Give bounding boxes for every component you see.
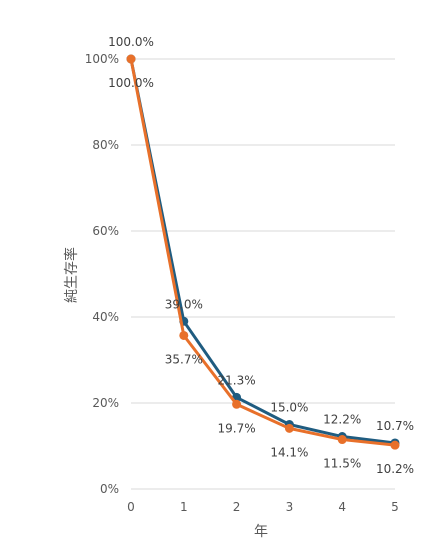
x-tick-label: 4 bbox=[338, 500, 346, 514]
data-label: 15.0% bbox=[270, 401, 308, 415]
data-point bbox=[337, 435, 347, 445]
data-label: 11.5% bbox=[323, 457, 361, 471]
x-tick-label: 1 bbox=[180, 500, 188, 514]
series-line bbox=[129, 58, 396, 445]
series-2 bbox=[126, 54, 400, 450]
gridlines bbox=[131, 58, 395, 404]
data-point bbox=[179, 330, 189, 340]
data-label: 10.2% bbox=[376, 462, 414, 476]
data-point bbox=[390, 440, 400, 450]
data-label: 21.3% bbox=[218, 373, 256, 387]
x-tick-label: 5 bbox=[391, 500, 399, 514]
data-label: 100.0% bbox=[108, 76, 154, 90]
x-axis-ticks: 0 1 2 3 4 5 bbox=[127, 500, 399, 514]
data-labels: 100.0% 39.0% 21.3% 15.0% 12.2% 10.7% 100.0% 35.… bbox=[108, 35, 414, 476]
data-label: 14.1% bbox=[270, 445, 308, 459]
x-tick-label: 2 bbox=[233, 500, 241, 514]
data-label: 12.2% bbox=[323, 413, 361, 427]
y-tick-label: 100% bbox=[85, 52, 119, 66]
y-tick-label: 20% bbox=[92, 396, 119, 410]
x-tick-label: 3 bbox=[286, 500, 294, 514]
x-axis-title: 年 bbox=[254, 524, 268, 540]
data-label: 35.7% bbox=[165, 352, 203, 366]
y-axis-ticks: 0% 20% 40% 60% 80% 100% bbox=[85, 52, 119, 496]
y-tick-label: 0% bbox=[100, 482, 119, 496]
data-point bbox=[126, 54, 136, 64]
series-line bbox=[129, 58, 396, 447]
data-point bbox=[232, 399, 242, 409]
data-label: 10.7% bbox=[376, 419, 414, 433]
y-tick-label: 80% bbox=[92, 138, 119, 152]
series-group bbox=[126, 54, 400, 450]
data-label: 100.0% bbox=[108, 35, 154, 49]
x-tick-label: 0 bbox=[127, 500, 135, 514]
data-label: 39.0% bbox=[165, 297, 203, 311]
data-label: 19.7% bbox=[218, 421, 256, 435]
y-axis-title: 純生存率 bbox=[63, 247, 80, 303]
y-tick-label: 40% bbox=[92, 310, 119, 324]
data-point bbox=[284, 423, 294, 433]
y-tick-label: 60% bbox=[92, 224, 119, 238]
